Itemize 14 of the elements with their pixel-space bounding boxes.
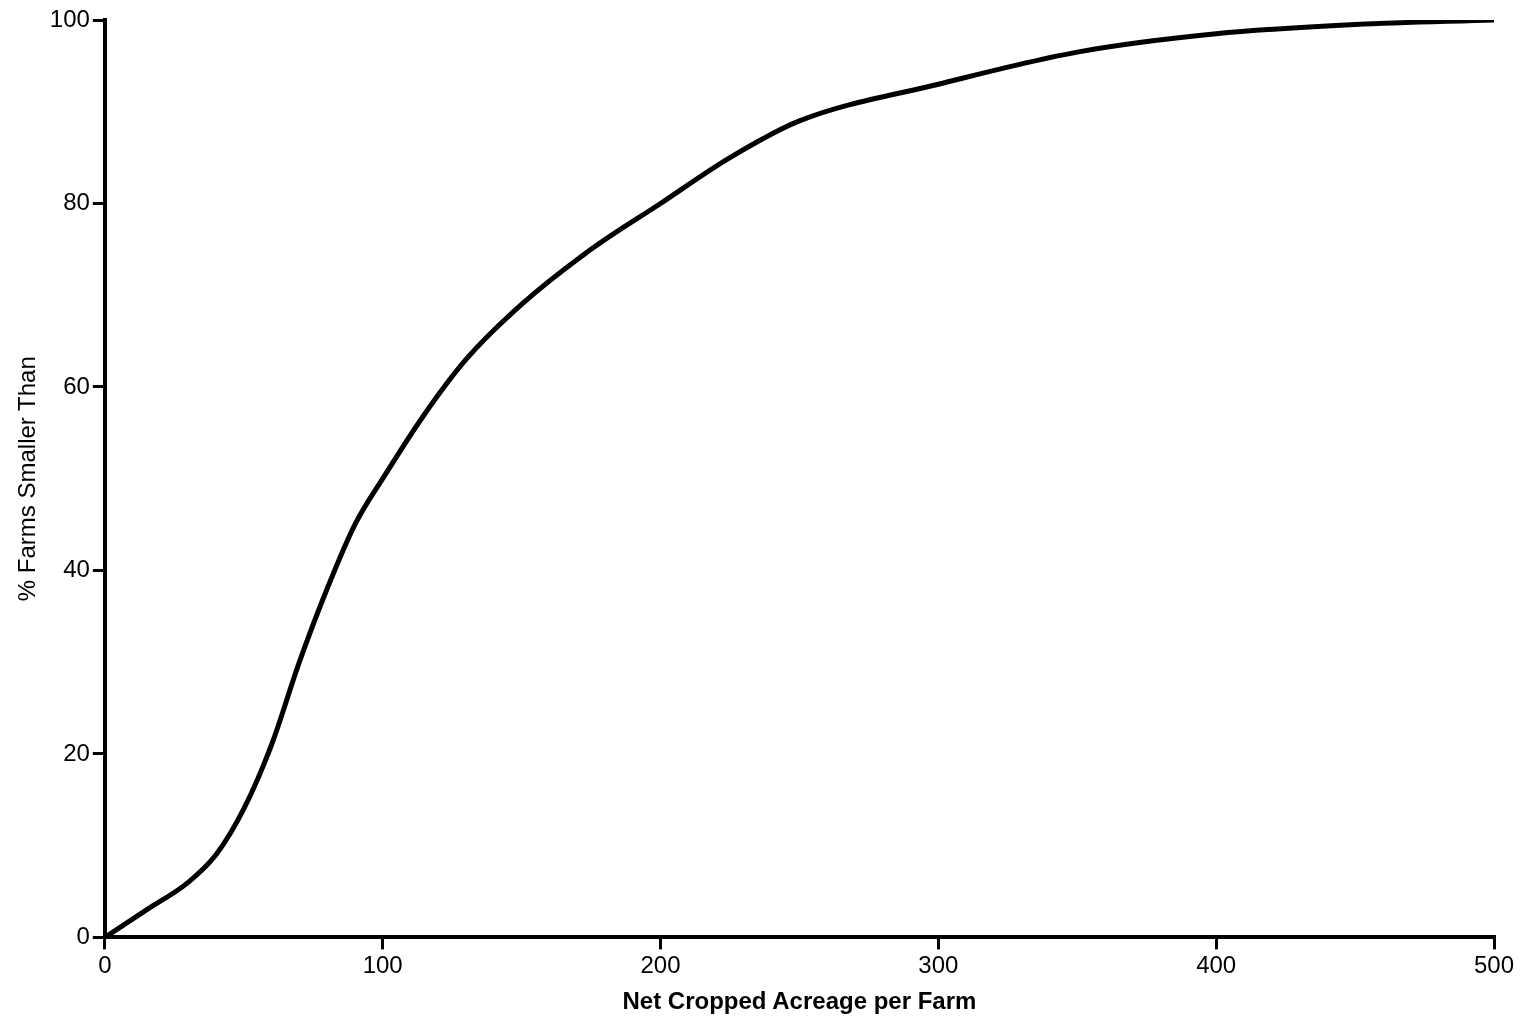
x-tick-label: 0 (98, 951, 112, 979)
x-tick-label: 300 (918, 951, 959, 979)
x-axis-title: Net Cropped Acreage per Farm (622, 987, 977, 1015)
y-tick-label: 60 (63, 371, 90, 399)
x-tick-label: 200 (640, 951, 681, 979)
x-tick-label: 400 (1196, 951, 1237, 979)
x-tick-label: 100 (362, 951, 403, 979)
y-tick-label: 40 (63, 555, 90, 583)
y-tick-label: 20 (63, 738, 90, 766)
y-axis-title: % Farms Smaller Than (13, 356, 41, 602)
y-tick-label: 100 (49, 4, 90, 32)
y-tick-label: 0 (76, 922, 90, 950)
y-tick-label: 80 (63, 188, 90, 216)
x-tick-label: 500 (1473, 951, 1515, 979)
